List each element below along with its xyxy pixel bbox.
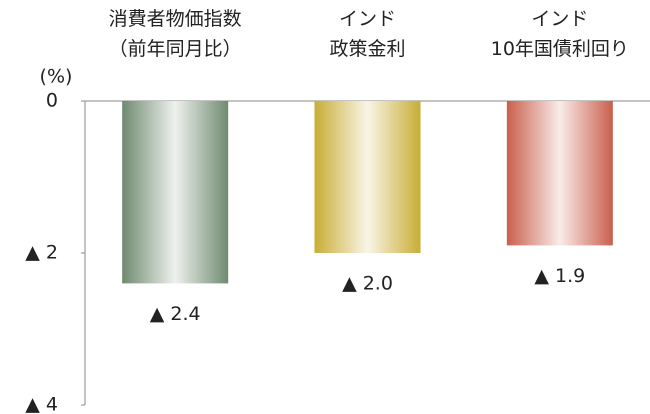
x-tick-label: インド 政策金利 [329,8,406,60]
value-label: ▲ 1.9 [534,265,585,287]
value-label: ▲ 2.4 [150,303,201,325]
y-axis-label: (%) [40,66,73,88]
y-tick-label: ▲ 4 [25,394,58,414]
bar [122,101,229,284]
bar [314,101,421,253]
y-tick-label: 0 [46,90,58,112]
x-tick-label: 消費者物価指数 （前年同月比） [108,8,242,60]
y-tick-label: ▲ 2 [25,242,58,264]
value-label: ▲ 2.0 [342,273,393,295]
bar [506,101,613,246]
x-tick-label: インド 10年国債利回り [490,8,629,60]
